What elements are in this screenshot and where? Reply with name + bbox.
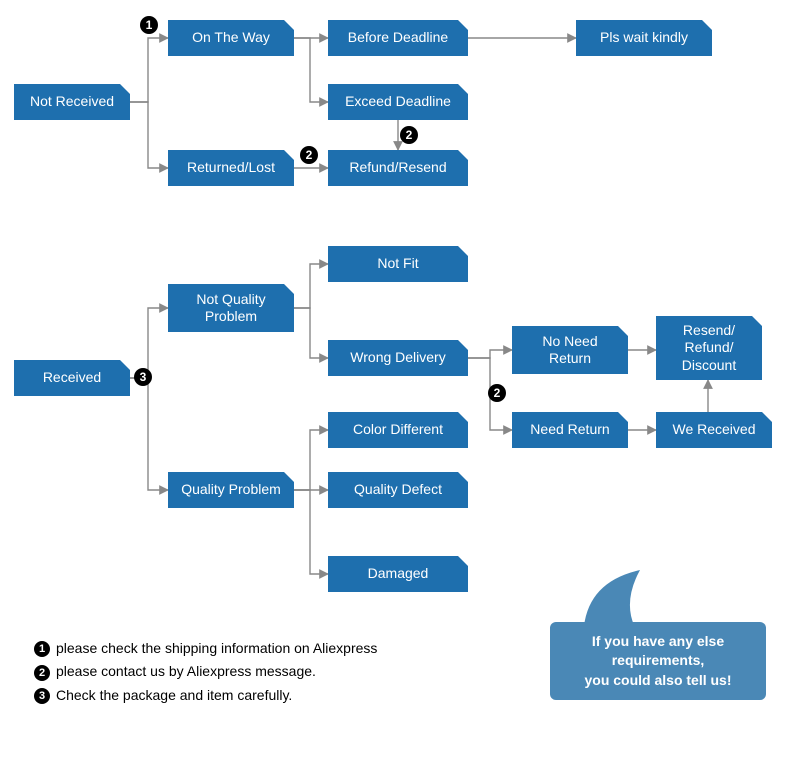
node-before_deadline: Before Deadline <box>328 20 468 56</box>
node-not_qp: Not Quality Problem <box>168 284 294 332</box>
footnote-text-2: please contact us by Aliexpress message. <box>56 663 316 679</box>
node-wrong_delivery: Wrong Delivery <box>328 340 468 376</box>
node-color_diff: Color Different <box>328 412 468 448</box>
edge-wrong_delivery-no_need_return <box>468 350 512 358</box>
footnote-1: 1 please check the shipping information o… <box>34 640 377 657</box>
footnote-3: 3 Check the package and item carefully. <box>34 687 377 704</box>
badge-3: 3 <box>134 368 152 386</box>
footnotes: 1 please check the shipping information o… <box>34 640 377 710</box>
node-received: Received <box>14 360 130 396</box>
footnote-2: 2 please contact us by Aliexpress message… <box>34 663 377 680</box>
edge-received-not_qp <box>130 308 168 378</box>
edge-not_received-on_the_way <box>130 38 168 102</box>
node-no_need_return: No Need Return <box>512 326 628 374</box>
node-exceed_deadline: Exceed Deadline <box>328 84 468 120</box>
badge-2: 2 <box>300 146 318 164</box>
speech-bubble-tail <box>584 570 640 626</box>
edge-on_the_way-exceed_deadline <box>294 38 328 102</box>
footnote-text-1: please check the shipping information on… <box>56 640 377 656</box>
edge-qp-damaged <box>294 490 328 574</box>
node-resend_refund_discount: Resend/ Refund/ Discount <box>656 316 762 380</box>
node-we_received: We Received <box>656 412 772 448</box>
node-need_return: Need Return <box>512 412 628 448</box>
node-returned_lost: Returned/Lost <box>168 150 294 186</box>
edge-qp-color_diff <box>294 430 328 490</box>
edge-not_received-returned_lost <box>130 102 168 168</box>
node-on_the_way: On The Way <box>168 20 294 56</box>
node-qp: Quality Problem <box>168 472 294 508</box>
footnote-text-3: Check the package and item carefully. <box>56 687 292 703</box>
node-refund_resend: Refund/Resend <box>328 150 468 186</box>
node-pls_wait: Pls wait kindly <box>576 20 712 56</box>
edge-not_qp-wrong_delivery <box>294 308 328 358</box>
edge-not_qp-not_fit <box>294 264 328 308</box>
footnote-badge-3: 3 <box>34 688 50 704</box>
badge-2: 2 <box>488 384 506 402</box>
node-quality_defect: Quality Defect <box>328 472 468 508</box>
badge-2: 2 <box>400 126 418 144</box>
badge-1: 1 <box>140 16 158 34</box>
node-damaged: Damaged <box>328 556 468 592</box>
edge-received-qp <box>130 378 168 490</box>
node-not_fit: Not Fit <box>328 246 468 282</box>
speech-bubble: If you have any else requirements, you c… <box>550 622 766 700</box>
footnote-badge-2: 2 <box>34 665 50 681</box>
node-not_received: Not Received <box>14 84 130 120</box>
footnote-badge-1: 1 <box>34 641 50 657</box>
